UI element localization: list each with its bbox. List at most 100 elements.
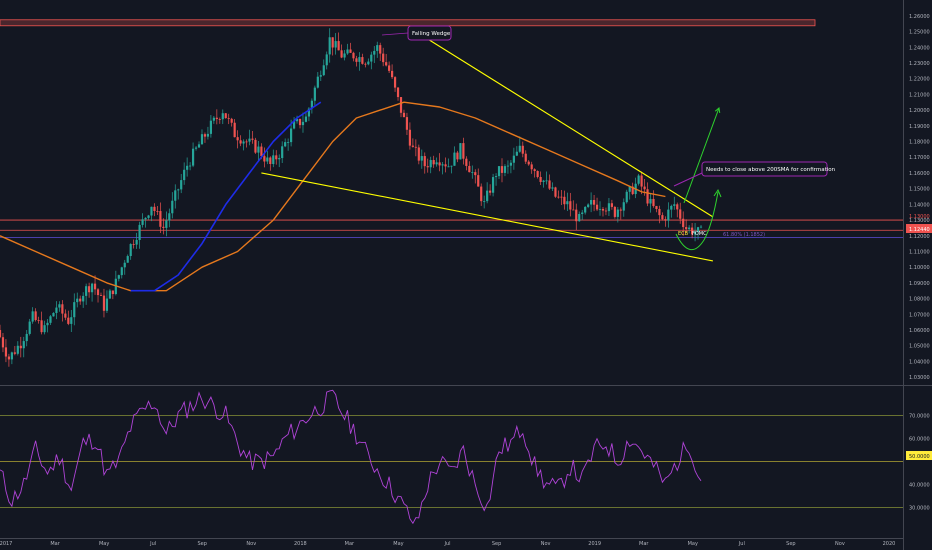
candle-body [402, 112, 406, 118]
candle-body [316, 76, 319, 88]
candle-body [310, 100, 313, 109]
candle-body [281, 146, 284, 159]
candle-body [82, 295, 85, 302]
time-tick-label: Nov [835, 541, 845, 547]
candle-body [661, 215, 664, 220]
candle-body [221, 113, 224, 120]
candle-body [604, 210, 608, 212]
candle-body [266, 157, 269, 162]
candle-body [423, 156, 426, 167]
candle-body [295, 118, 299, 122]
time-tick-label: Sep [492, 541, 501, 547]
candle-body [468, 165, 471, 173]
price-tick-label: 1.05000 [909, 344, 930, 350]
candle-body [655, 206, 658, 210]
time-tick-label: Mar [345, 541, 355, 547]
price-tick-label: 1.10000 [909, 265, 930, 271]
candle-body [417, 147, 420, 161]
candle-body [477, 175, 480, 187]
candle-body [227, 118, 230, 119]
candle-body [598, 208, 602, 210]
candle-body [343, 53, 346, 58]
price-tick-label: 1.25000 [909, 30, 930, 36]
candle-body [58, 304, 61, 308]
candle-body [239, 140, 242, 144]
candle-body [49, 316, 52, 323]
candle-body [640, 175, 643, 187]
candle-body [696, 227, 700, 232]
candle-body [637, 175, 640, 184]
price-tick-label: 1.18000 [909, 140, 930, 146]
confirmation-annotation[interactable]: Needs to close above 200SMA for confirma… [673, 161, 836, 187]
falling-wedge-annotation[interactable]: Falling Wedge [381, 25, 452, 41]
candle-body [153, 206, 156, 212]
candle-body [93, 283, 97, 290]
price-tick-label: 1.26000 [909, 14, 930, 20]
price-tick-label: 1.16000 [909, 171, 930, 177]
candle-body [426, 166, 429, 168]
candle-body [373, 50, 376, 55]
candle-body [379, 45, 382, 54]
rsi-mid-label: 50.0000 [909, 454, 930, 460]
rsi-tick-label: 40.0000 [909, 482, 930, 488]
candle-body [527, 161, 530, 165]
candle-body [284, 142, 287, 147]
candle-body [497, 166, 501, 177]
candle-body [52, 312, 55, 317]
candle-body [61, 304, 64, 314]
candle-body [307, 108, 311, 117]
candle-body [509, 162, 513, 166]
candle-body [180, 180, 183, 190]
candle-body [1, 337, 5, 348]
arrow-breakout-head [714, 107, 721, 114]
rsi-line [0, 389, 702, 525]
candle-body [171, 200, 174, 214]
price-tick-label: 1.21000 [909, 92, 930, 98]
candle-body [186, 165, 189, 170]
candle-body [429, 160, 432, 168]
candle-body [471, 172, 474, 173]
rsi-tick-label: 70.0000 [909, 414, 930, 420]
rsi-tick-label: 30.0000 [909, 505, 930, 511]
candle-body [489, 190, 492, 193]
candle-body [518, 145, 521, 152]
candle-body [236, 137, 239, 141]
candle-body [649, 198, 652, 204]
candle-body [76, 298, 79, 303]
candle-body [156, 211, 159, 212]
candle-body [287, 142, 290, 143]
candle-body [361, 57, 364, 64]
candle-body [399, 97, 403, 113]
candle-body [385, 62, 388, 66]
candle-body [43, 325, 46, 333]
candle-body [150, 206, 153, 216]
candle-body [257, 146, 260, 153]
time-tick-label: Sep [198, 541, 207, 547]
candle-body [301, 121, 305, 126]
candle-body [162, 226, 165, 228]
candle-body [601, 208, 605, 211]
candle-body [408, 129, 412, 146]
candle-body [46, 322, 49, 326]
candle-body [691, 227, 694, 235]
time-tick-label: Sep [786, 541, 795, 547]
candle-body [319, 75, 322, 77]
rsi-panel [0, 389, 903, 525]
rsi-tick-label: 60.0000 [909, 437, 930, 443]
candle-body [658, 209, 661, 216]
candle-body [545, 180, 548, 182]
candle-body [693, 231, 697, 235]
candle-body [132, 244, 135, 245]
price-tick-label: 1.12000 [909, 234, 930, 240]
candle-body [177, 189, 180, 191]
candle-body [215, 117, 218, 119]
time-tick-label: 2017 [0, 541, 12, 547]
sma-orange-line [0, 101, 666, 292]
candle-body [483, 201, 486, 202]
candle-body [313, 87, 316, 101]
candle-body [572, 209, 575, 211]
candle-body [536, 171, 539, 177]
candle-body [64, 313, 67, 318]
time-tick-label: 2020 [883, 541, 896, 547]
